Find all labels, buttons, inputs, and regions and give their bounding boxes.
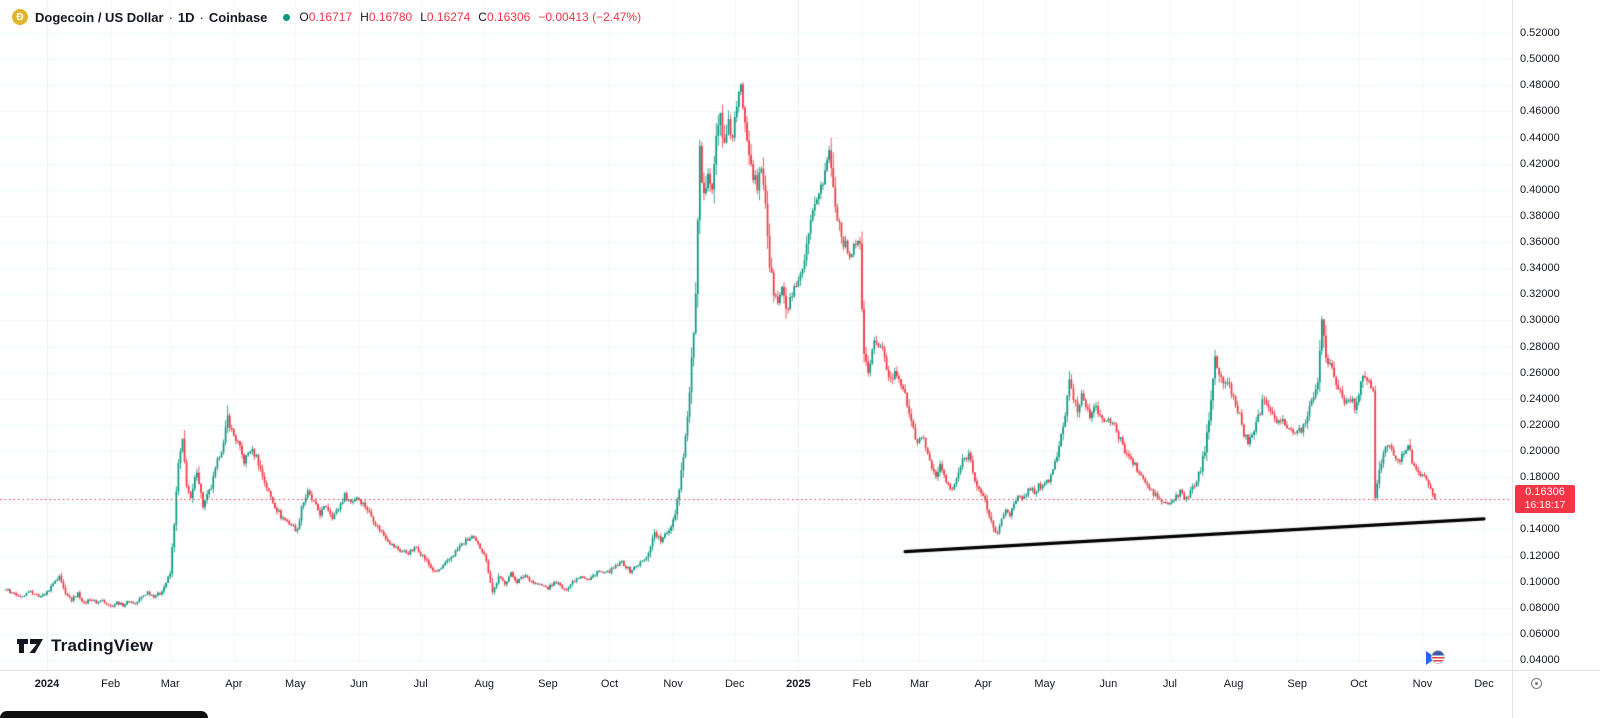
price-axis-label: 0.24000 bbox=[1520, 392, 1560, 405]
price-axis-label: 0.36000 bbox=[1520, 236, 1560, 248]
price-axis-label: 0.52000 bbox=[1520, 27, 1560, 39]
price-axis-label: 0.32000 bbox=[1520, 288, 1560, 301]
ohlc-open: O0.16717 bbox=[299, 10, 353, 24]
interval-label[interactable]: 1D bbox=[177, 9, 195, 25]
symbol-title[interactable]: Dogecoin / US Dollar bbox=[35, 9, 164, 25]
time-axis-label: Oct bbox=[1350, 678, 1368, 690]
price-axis-label: 0.26000 bbox=[1520, 366, 1560, 379]
time-axis-label: Mar bbox=[160, 678, 180, 690]
time-axis-label: Jun bbox=[350, 678, 368, 690]
time-axis-label: Nov bbox=[1412, 678, 1433, 690]
price-axis-label: 0.34000 bbox=[1520, 262, 1560, 275]
price-axis-label: 0.50000 bbox=[1520, 53, 1560, 66]
title-separator: · bbox=[199, 9, 204, 25]
time-axis-label: May bbox=[1034, 678, 1056, 690]
price-axis[interactable]: 0.16306 16:18:17 0.52000 0.50000 0.48000 0.… bbox=[1512, 0, 1600, 670]
price-chart-canvas[interactable] bbox=[0, 0, 1512, 670]
time-axis-label: Nov bbox=[663, 678, 683, 690]
price-axis-label: 0.20000 bbox=[1520, 445, 1560, 457]
price-axis-label: 0.22000 bbox=[1520, 418, 1560, 431]
price-axis-label: 0.30000 bbox=[1520, 314, 1560, 327]
time-axis-label: Jul bbox=[413, 678, 428, 690]
us-flag-event-icon[interactable] bbox=[1426, 649, 1446, 667]
price-axis-label: 0.10000 bbox=[1520, 575, 1560, 588]
price-axis-label: 0.14000 bbox=[1520, 523, 1560, 536]
title-separator: · bbox=[168, 9, 173, 25]
time-axis-label: Jun bbox=[1099, 678, 1118, 690]
time-axis-label: Sep bbox=[1287, 678, 1307, 690]
time-axis-label: Dec bbox=[1474, 678, 1494, 690]
price-axis-label: 0.40000 bbox=[1520, 183, 1560, 196]
price-axis-label: 0.06000 bbox=[1520, 627, 1560, 640]
time-axis-label: Mar bbox=[909, 678, 929, 690]
time-axis-label: 2024 bbox=[34, 678, 60, 690]
dogecoin-icon: Ð bbox=[12, 9, 28, 25]
price-axis-label: 0.28000 bbox=[1520, 340, 1560, 353]
scale-settings-icon[interactable] bbox=[1531, 678, 1542, 689]
price-axis-label: 0.38000 bbox=[1520, 209, 1560, 222]
tradingview-glyph-icon bbox=[17, 639, 43, 653]
ohlc-close: C0.16306 bbox=[478, 10, 531, 24]
price-axis-label: 0.48000 bbox=[1520, 79, 1560, 92]
time-axis-label: Apr bbox=[225, 678, 243, 690]
time-axis-label: Feb bbox=[852, 678, 872, 690]
window-edge-bar bbox=[0, 711, 208, 718]
time-axis-label: Feb bbox=[101, 678, 121, 690]
price-axis-label: 0.04000 bbox=[1520, 654, 1560, 666]
last-price-value: 0.16306 bbox=[1525, 486, 1565, 499]
time-axis-label: Jul bbox=[1162, 678, 1177, 690]
chart-legend: Ð Dogecoin / US Dollar · 1D · Coinbase O… bbox=[12, 9, 641, 25]
time-axis[interactable]: 2024 Feb Mar Apr May Jun Jul Aug Sep Oct Nov Dec 202… bbox=[0, 670, 1512, 718]
tradingview-logo-text: TradingView bbox=[51, 636, 154, 655]
price-axis-label: 0.12000 bbox=[1520, 549, 1560, 562]
exchange-label[interactable]: Coinbase bbox=[208, 9, 268, 25]
countdown-timer: 16:18:17 bbox=[1524, 499, 1566, 512]
price-axis-label: 0.18000 bbox=[1520, 471, 1560, 484]
price-axis-label: 0.42000 bbox=[1520, 157, 1560, 170]
time-axis-label: Aug bbox=[474, 678, 495, 690]
price-axis-label: 0.08000 bbox=[1520, 601, 1560, 614]
ohlc-low: L0.16274 bbox=[420, 10, 471, 24]
axis-corner bbox=[1512, 670, 1600, 718]
price-axis-label: 0.46000 bbox=[1520, 105, 1560, 118]
time-axis-label: May bbox=[285, 678, 306, 690]
time-axis-label: Dec bbox=[724, 678, 745, 690]
tradingview-logo[interactable]: TradingView bbox=[16, 636, 153, 656]
last-price-badge: 0.16306 16:18:17 bbox=[1515, 485, 1575, 514]
time-axis-label: Oct bbox=[600, 678, 619, 690]
price-axis-label: 0.44000 bbox=[1520, 131, 1560, 144]
time-axis-label: 2025 bbox=[786, 678, 811, 690]
event-roundel-icon bbox=[1431, 650, 1445, 664]
ohlc-readout: O0.16717 H0.16780 L0.16274 C0.16306 −0.0… bbox=[299, 10, 641, 24]
market-status-icon bbox=[283, 13, 291, 21]
ohlc-high: H0.16780 bbox=[360, 10, 413, 24]
time-axis-label: Sep bbox=[538, 678, 558, 690]
price-change: −0.00413 (−2.47%) bbox=[538, 10, 642, 24]
time-axis-label: Aug bbox=[1223, 678, 1244, 690]
time-axis-label: Apr bbox=[974, 678, 992, 690]
